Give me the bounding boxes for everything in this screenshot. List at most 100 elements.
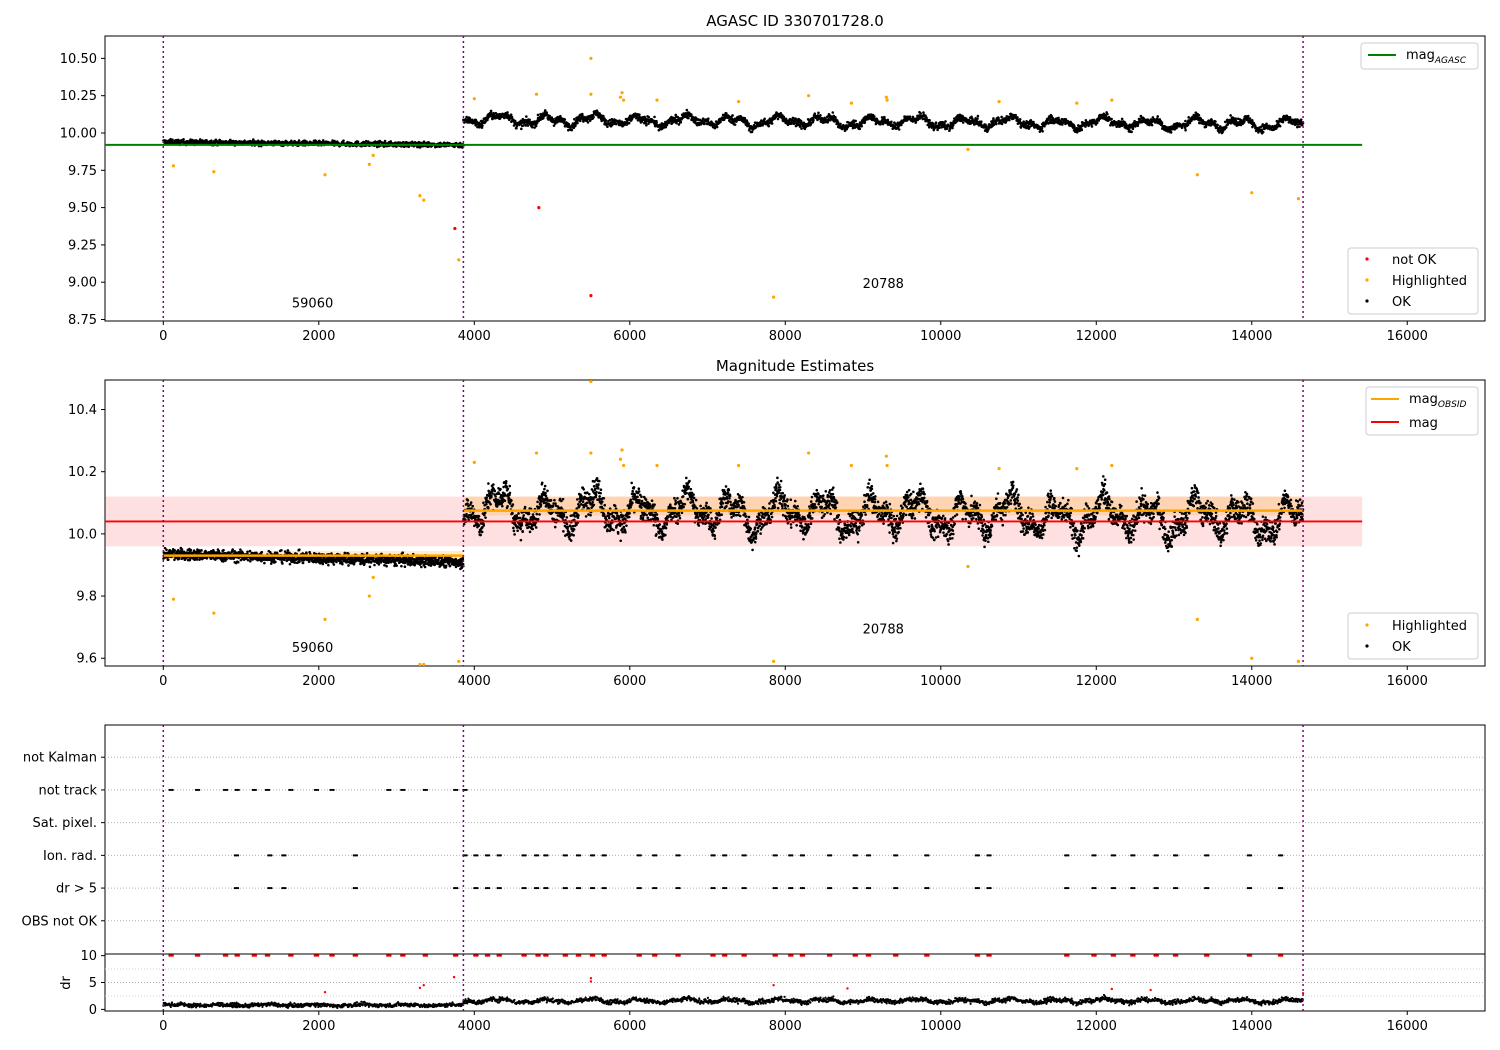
ok-point <box>994 122 998 126</box>
ok-point <box>373 563 376 567</box>
ok-point <box>586 121 590 124</box>
ok-point <box>1000 115 1003 119</box>
ok-point <box>679 120 683 124</box>
ok-point <box>834 116 837 119</box>
highlighted-point <box>620 91 624 95</box>
ok-point <box>543 109 547 112</box>
highlighted-point <box>772 295 776 299</box>
highlighted-point <box>997 100 1001 104</box>
x-tick-label: 2000 <box>302 329 335 344</box>
panel2-title: Magnitude Estimates <box>716 357 874 375</box>
ok-point <box>750 130 754 134</box>
ok-point <box>576 119 579 122</box>
ok-point <box>638 113 641 117</box>
ok-point <box>528 118 531 122</box>
ok-point <box>812 118 815 122</box>
highlighted-point <box>457 258 461 262</box>
ok-point <box>707 117 710 120</box>
ok-point <box>627 121 631 125</box>
ok-point <box>731 114 734 117</box>
ok-point <box>439 141 442 145</box>
highlighted-point <box>1296 197 1301 201</box>
ok-point <box>604 119 608 122</box>
ok-point <box>377 563 381 566</box>
ok-point <box>1184 128 1187 132</box>
ok-point <box>897 128 901 131</box>
ok-point <box>1229 114 1232 117</box>
ok-point <box>985 124 988 128</box>
panel1-legend-notok-label: not OK <box>1392 253 1437 268</box>
ok-point <box>574 123 577 127</box>
panel1-title: AGASC ID 330701728.0 <box>706 12 884 30</box>
ok-point <box>1184 119 1187 123</box>
x-tick-label: 12000 <box>1076 329 1117 344</box>
x-tick-label: 8000 <box>769 329 802 344</box>
ok-point <box>342 139 345 142</box>
ok-point <box>702 117 705 121</box>
ok-point <box>976 117 979 120</box>
ok-point <box>286 549 290 552</box>
ok-point <box>1131 127 1135 130</box>
panel1-legend-notok-marker <box>1365 257 1369 261</box>
ok-point <box>298 548 301 551</box>
highlighted-point <box>371 153 375 157</box>
ok-point <box>1216 123 1219 127</box>
ok-point <box>1090 125 1094 128</box>
ok-point <box>1080 128 1084 132</box>
ok-point <box>763 117 766 121</box>
ok-point <box>665 123 669 127</box>
highlighted-point <box>1075 101 1079 105</box>
ok-point <box>1110 117 1113 121</box>
ok-point <box>774 115 778 119</box>
ok-point <box>1146 118 1150 122</box>
ok-point <box>922 111 925 114</box>
ok-point <box>563 118 567 121</box>
ok-point <box>730 121 734 125</box>
ok-point <box>422 140 426 144</box>
ok-point <box>280 549 283 552</box>
ok-point <box>1130 130 1133 134</box>
highlighted-point <box>621 98 626 102</box>
x-tick-label: 10000 <box>920 329 961 344</box>
ok-point <box>1169 131 1173 134</box>
ok-point <box>689 113 693 116</box>
ok-point <box>1197 113 1201 117</box>
ok-point <box>494 111 498 115</box>
ok-point <box>356 140 360 144</box>
ok-point <box>1261 130 1265 134</box>
ok-point <box>919 112 922 115</box>
ok-point <box>706 119 710 123</box>
ok-point <box>236 560 240 564</box>
highlighted-point <box>849 101 853 105</box>
ok-point <box>248 549 252 553</box>
ok-point <box>567 122 571 126</box>
ok-point <box>217 549 221 553</box>
ok-point <box>535 121 539 125</box>
ok-point <box>1008 118 1011 122</box>
ok-point <box>879 122 882 126</box>
ok-point <box>630 117 634 121</box>
ok-point <box>647 122 650 125</box>
ok-point <box>534 124 538 128</box>
highlighted-point <box>737 100 741 104</box>
ok-point <box>395 564 398 567</box>
ok-point <box>1214 120 1217 123</box>
ok-point <box>383 139 387 143</box>
ok-point <box>900 123 903 127</box>
ok-point <box>854 119 857 123</box>
ok-point <box>992 117 995 120</box>
ok-point <box>1106 112 1109 116</box>
ok-point <box>401 140 405 144</box>
y-tick-label: 9.75 <box>68 164 97 179</box>
ok-point <box>653 115 656 119</box>
ok-point <box>365 551 369 555</box>
ok-point <box>675 121 678 125</box>
ok-point <box>1296 125 1299 129</box>
ok-point <box>548 114 551 118</box>
panel1-legend-highlighted-marker <box>1365 278 1369 282</box>
ok-point <box>770 122 774 125</box>
x-tick-label: 6000 <box>613 329 646 344</box>
ok-point <box>934 121 938 124</box>
